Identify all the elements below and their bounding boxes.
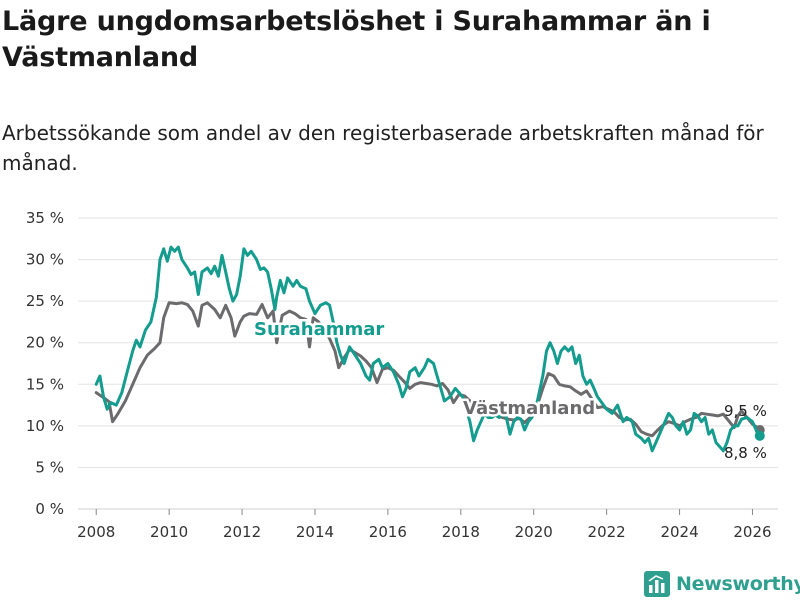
series-name-label-v-stmanland: Västmanland [463,398,595,419]
newsworthy-logo[interactable]: Newsworthy [644,568,800,600]
x-tick-label: 2020 [515,523,553,541]
y-tick-label: 25 % [26,292,64,310]
series-line-surahammar [94,245,762,453]
end-value-label-surahammar: 8,8 % [724,444,767,462]
chart-subtitle: Arbetssökande som andel av den registerb… [2,121,764,175]
y-tick-label: 30 % [26,251,64,269]
x-tick-label: 2014 [296,523,334,541]
y-tick-label: 15 % [26,375,64,393]
x-tick-label: 2022 [588,523,626,541]
series-line-v-stmanland [94,301,762,438]
x-tick-label: 2016 [369,523,407,541]
x-tick-label: 2026 [733,523,771,541]
end-point-surahammar [754,430,765,441]
x-tick-label: 2010 [150,523,188,541]
x-axis: 2008 2010 2012 2014 2016 2018 2020 2022 2024 2026 [77,509,772,541]
brand-name: Newsworthy [676,573,800,595]
y-axis: 0 % 5 % 10 % 15 % 20 % 25 % 30 % 35 % [26,209,64,518]
y-tick-label: 0 % [35,500,64,518]
end-value-label-v-stmanland: 9,5 % [724,402,767,420]
chart-title: Lägre ungdomsarbetslöshet i Surahammar ä… [2,6,711,73]
x-tick-label: 2012 [223,523,261,541]
bar-chart-logo-icon [644,571,670,597]
series-labels: 9,5 % 8,8 % Västmanland Surahammar [252,317,767,462]
x-tick-label: 2024 [660,523,698,541]
y-tick-label: 35 % [26,209,64,227]
y-tick-label: 20 % [26,334,64,352]
x-tick-label: 2008 [77,523,115,541]
x-tick-label: 2018 [442,523,480,541]
series-name-label-surahammar: Surahammar [254,319,384,340]
series-lines [94,245,765,453]
y-tick-label: 10 % [26,417,64,435]
y-tick-label: 5 % [35,458,64,476]
